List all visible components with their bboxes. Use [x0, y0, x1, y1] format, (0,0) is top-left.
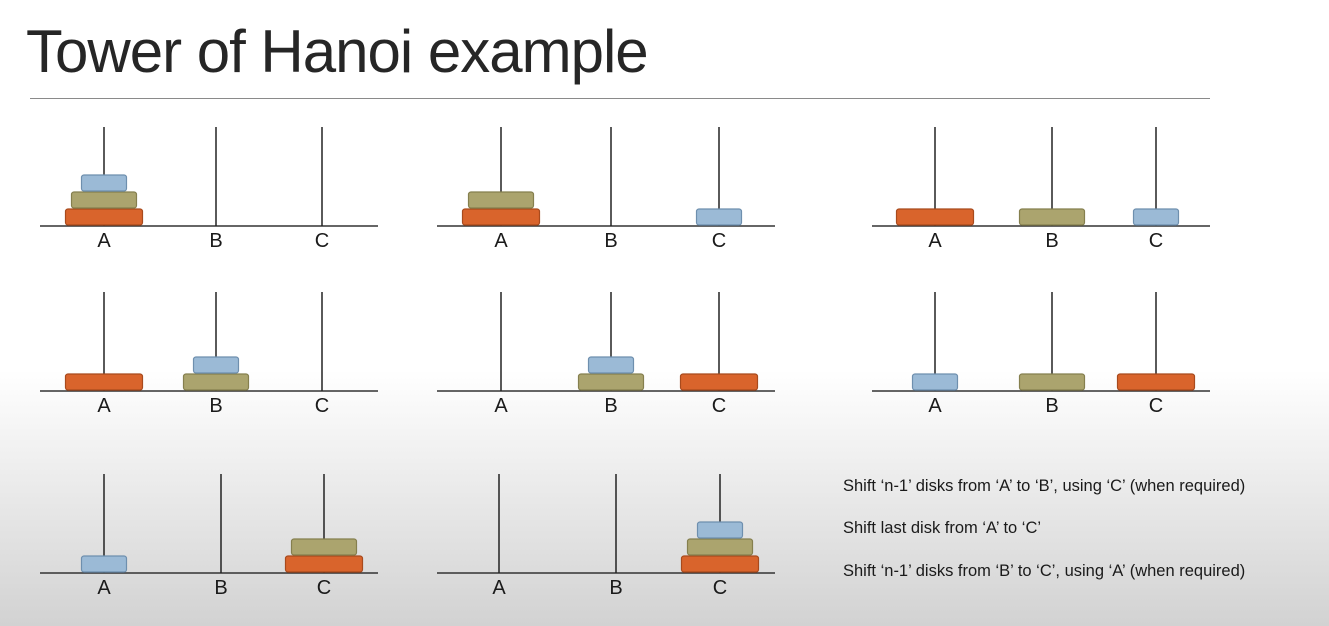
- disk-small: [192, 356, 240, 374]
- peg-label-a: A: [928, 230, 942, 252]
- state-panel-1: A B C: [40, 127, 378, 252]
- disk-medium: [1018, 373, 1086, 391]
- disk-small: [1132, 208, 1180, 226]
- disk-medium: [70, 191, 138, 209]
- step-1-text: Shift ‘n-1’ disks from ‘A’ to ‘B’, using…: [843, 477, 1246, 495]
- peg-label-c: C: [1149, 395, 1163, 417]
- peg-label-b: B: [214, 577, 227, 599]
- peg-label-a: A: [97, 395, 111, 417]
- disk-small: [695, 208, 743, 226]
- disk-small: [696, 521, 744, 539]
- peg-label-c: C: [712, 230, 726, 252]
- disk-small: [80, 555, 128, 573]
- state-panel-6: A B C: [872, 292, 1210, 417]
- peg-label-c: C: [315, 395, 329, 417]
- disk-medium: [1018, 208, 1086, 226]
- disk-medium: [577, 373, 645, 391]
- disk-medium: [290, 538, 358, 556]
- peg-label-b: B: [209, 230, 222, 252]
- disk-large: [680, 555, 760, 573]
- peg-label-a: A: [97, 577, 111, 599]
- disk-large: [64, 208, 144, 226]
- peg-label-b: B: [604, 395, 617, 417]
- disk-large: [64, 373, 144, 391]
- peg-label-c: C: [712, 395, 726, 417]
- peg-label-a: A: [492, 577, 506, 599]
- peg-label-b: B: [604, 230, 617, 252]
- state-panel-5: A B C: [437, 292, 775, 417]
- state-panel-2: A B C: [437, 127, 775, 252]
- disk-large: [284, 555, 364, 573]
- disk-medium: [467, 191, 535, 209]
- page-title: Tower of Hanoi example: [26, 18, 649, 85]
- peg-label-a: A: [494, 395, 508, 417]
- disk-small: [911, 373, 959, 391]
- peg-label-c: C: [713, 577, 727, 599]
- peg-label-b: B: [609, 577, 622, 599]
- state-panel-3: A B C: [872, 127, 1210, 252]
- disk-large: [895, 208, 975, 226]
- disk-medium: [182, 373, 250, 391]
- disk-medium: [686, 538, 754, 556]
- state-panel-4: A B C: [40, 292, 378, 417]
- disk-small: [587, 356, 635, 374]
- peg-label-a: A: [97, 230, 111, 252]
- peg-label-c: C: [1149, 230, 1163, 252]
- state-panel-7: A B C: [40, 474, 378, 599]
- state-panel-8: A B C: [437, 474, 775, 599]
- step-3-text: Shift ‘n-1’ disks from ‘B’ to ‘C’, using…: [843, 562, 1246, 580]
- peg-label-b: B: [209, 395, 222, 417]
- disk-large: [679, 373, 759, 391]
- peg-label-b: B: [1045, 230, 1058, 252]
- step-2-text: Shift last disk from ‘A’ to ‘C’: [843, 519, 1042, 537]
- peg-label-a: A: [494, 230, 508, 252]
- disk-large: [461, 208, 541, 226]
- peg-label-c: C: [317, 577, 331, 599]
- peg-label-c: C: [315, 230, 329, 252]
- disk-small: [80, 174, 128, 192]
- peg-label-b: B: [1045, 395, 1058, 417]
- title-divider: [30, 98, 1210, 99]
- disk-large: [1116, 373, 1196, 391]
- peg-label-a: A: [928, 395, 942, 417]
